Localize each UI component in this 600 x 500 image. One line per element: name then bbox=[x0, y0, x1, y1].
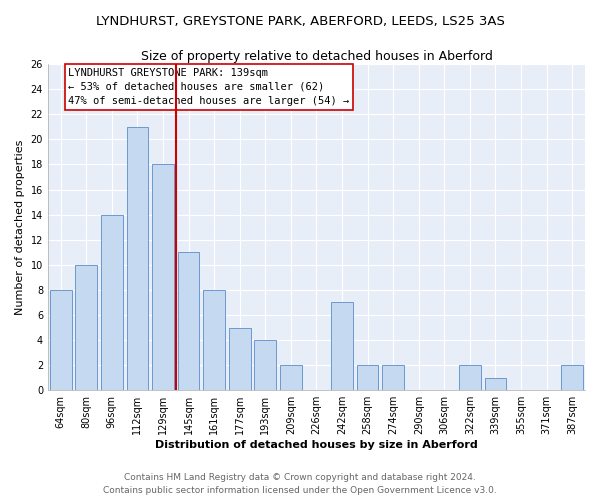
Bar bbox=[254, 340, 276, 390]
Bar bbox=[50, 290, 71, 390]
Bar bbox=[357, 365, 379, 390]
Y-axis label: Number of detached properties: Number of detached properties bbox=[15, 140, 25, 315]
Bar bbox=[562, 365, 583, 390]
Text: LYNDHURST, GREYSTONE PARK, ABERFORD, LEEDS, LS25 3AS: LYNDHURST, GREYSTONE PARK, ABERFORD, LEE… bbox=[95, 15, 505, 28]
Bar bbox=[280, 365, 302, 390]
Bar bbox=[76, 265, 97, 390]
Bar bbox=[101, 214, 123, 390]
Bar bbox=[229, 328, 251, 390]
X-axis label: Distribution of detached houses by size in Aberford: Distribution of detached houses by size … bbox=[155, 440, 478, 450]
Text: Contains HM Land Registry data © Crown copyright and database right 2024.
Contai: Contains HM Land Registry data © Crown c… bbox=[103, 474, 497, 495]
Bar bbox=[331, 302, 353, 390]
Title: Size of property relative to detached houses in Aberford: Size of property relative to detached ho… bbox=[140, 50, 493, 63]
Bar bbox=[459, 365, 481, 390]
Bar bbox=[127, 127, 148, 390]
Bar bbox=[178, 252, 199, 390]
Text: LYNDHURST GREYSTONE PARK: 139sqm
← 53% of detached houses are smaller (62)
47% o: LYNDHURST GREYSTONE PARK: 139sqm ← 53% o… bbox=[68, 68, 350, 106]
Bar bbox=[485, 378, 506, 390]
Bar bbox=[382, 365, 404, 390]
Bar bbox=[152, 164, 174, 390]
Bar bbox=[203, 290, 225, 390]
